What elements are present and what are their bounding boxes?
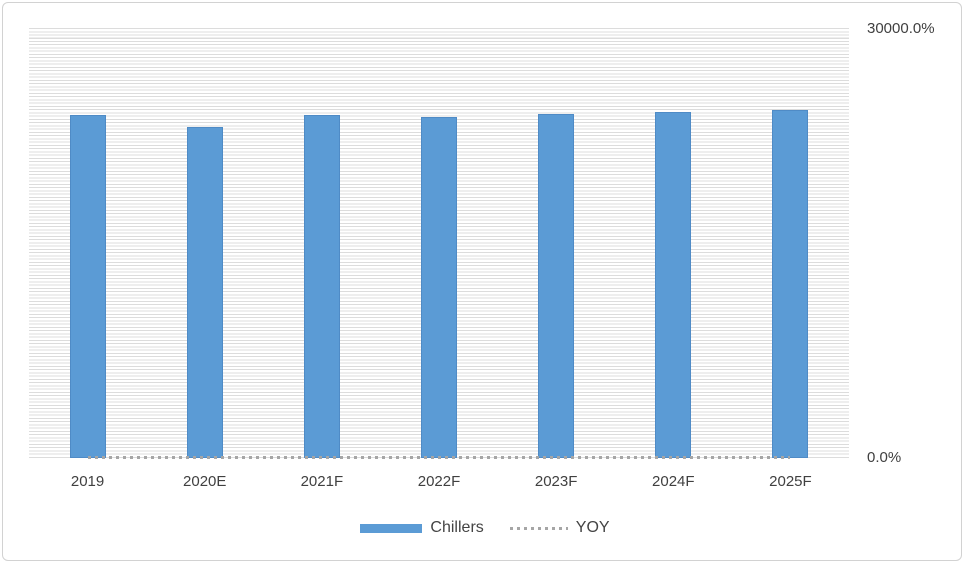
bar-2022F [421, 116, 457, 458]
x-axis-label-2020E: 2020E [183, 473, 227, 490]
bar-2023F [538, 114, 575, 458]
x-axis-label-2023F: 2023F [534, 473, 578, 490]
bar-2021F [303, 114, 340, 458]
x-axis-label-2019: 2019 [70, 473, 105, 490]
bar-2019 [69, 115, 106, 458]
x-axis-labels: 2019 2020E 2021F 2022F 2023F 2024F 2025F [29, 473, 849, 495]
yoy-dotted-line [87, 456, 791, 459]
legend-item-chillers: Chillers [360, 519, 484, 537]
chillers-swatch-icon [360, 523, 423, 533]
bar-2025F [772, 110, 809, 458]
legend-item-yoy: YOY [509, 519, 610, 537]
y-axis-label-min: 0.0% [867, 449, 902, 466]
x-axis-label-2022F: 2022F [417, 473, 461, 490]
legend-label-chillers: Chillers [430, 519, 484, 536]
plot-area [29, 28, 849, 459]
y-axis-label-max: 30000.0% [867, 20, 935, 37]
bar-2020E [186, 126, 223, 458]
bar-2024F [655, 111, 692, 458]
legend-label-yoy: YOY [575, 519, 610, 536]
x-axis-label-2025F: 2025F [769, 473, 812, 490]
chart-legend: Chillers YOY [3, 519, 964, 537]
x-axis-label-2021F: 2021F [300, 473, 344, 490]
x-axis-label-2024F: 2024F [652, 473, 695, 490]
yoy-dotted-swatch-icon [509, 526, 568, 530]
bars-layer [29, 28, 849, 458]
